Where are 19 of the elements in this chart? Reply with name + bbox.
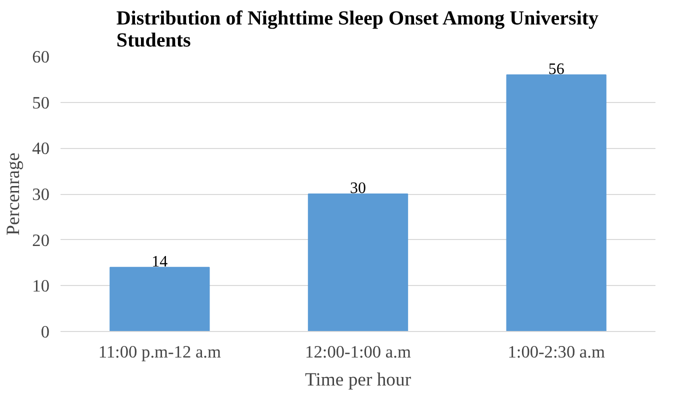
y-axis-title: Percenrage [3,152,24,236]
y-tick-label: 10 [32,276,50,296]
data-label: 56 [548,60,564,78]
bar [308,194,408,332]
y-tick-label: 40 [32,139,50,158]
bar [110,266,210,332]
x-tick-label: 12:00-1:00 a.m [305,342,412,362]
y-tick-label: 50 [32,93,50,112]
x-tick-label: 11:00 p.m-12 a.m [98,342,222,362]
chart-title: Distribution of Nighttime Sleep Onset Among University Students [116,8,599,52]
y-tick-label: 0 [40,322,50,342]
y-tick-label: 20 [32,230,50,250]
x-tick-label: 1:00-2:30 a.m [508,342,606,362]
x-axis-title: Time per hour [304,370,412,390]
y-tick-label: 30 [32,185,50,204]
data-label: 14 [152,253,168,270]
bar [506,74,606,332]
data-label: 30 [350,180,366,197]
y-tick-label: 60 [32,48,50,66]
